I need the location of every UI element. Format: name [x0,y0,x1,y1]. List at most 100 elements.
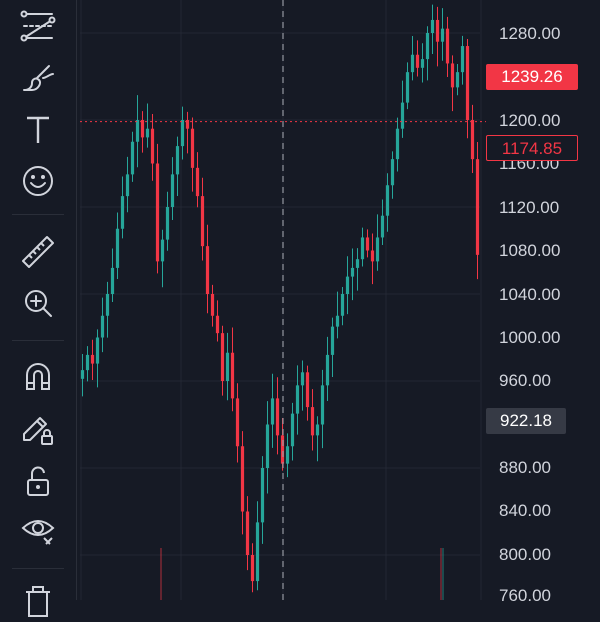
candle-body [140,120,145,138]
candle-body [120,196,125,229]
candle-body [445,28,450,64]
candle-body [405,72,410,103]
candle-body [350,267,355,277]
candle-body [80,370,85,379]
candle-body [385,185,390,216]
candle-body [370,250,375,262]
trash-icon[interactable] [14,582,62,622]
candle-body [425,33,430,60]
candle-body [280,435,285,464]
toolbar-divider [12,214,64,215]
candle-body [100,315,105,338]
candle-body [145,128,150,138]
candle-body [240,446,245,512]
candle-body [475,159,480,255]
candle-body [210,294,215,316]
candle-body [125,174,130,197]
trend-line-tools-icon[interactable] [14,6,62,46]
chart-canvas[interactable] [76,0,600,600]
candle-body [395,128,400,160]
candle-body [190,128,195,168]
drawing-toolbar [0,0,77,617]
price-axis-label: 800.00 [499,545,551,564]
candle-body [340,294,345,316]
candle-body [105,294,110,316]
candle-body [175,146,180,175]
candle-body [440,28,445,42]
candle-body [320,385,325,425]
crosshair-price-badge: 922.18 [486,408,566,434]
magnet-icon[interactable] [14,357,62,397]
candle-body [300,372,305,386]
candle-body [115,228,120,268]
candle-body [260,468,265,523]
candle-body [470,120,475,160]
eye-icon[interactable] [14,510,62,550]
candle-body [85,354,90,371]
candle-body [245,511,250,555]
candle-body [415,54,420,68]
candle-body [400,102,405,129]
candle-body [205,246,210,294]
candle-body [315,424,320,436]
candle-body [380,215,385,238]
candle-body [155,163,160,262]
candle-body [225,352,230,381]
candle-body [450,63,455,88]
candle-body [110,267,115,294]
candle-body [360,237,365,260]
brush-icon[interactable] [14,58,62,98]
candle-body [390,159,395,186]
candle-body [270,398,275,425]
candle-body [335,315,340,327]
candle-body [160,239,165,262]
price-axis-label: 760.00 [499,586,551,605]
lock-drawings-icon[interactable] [14,410,62,450]
price-axis-label: 960.00 [499,371,551,390]
candle-body [250,555,255,582]
candle-body [200,196,205,247]
price-axis-label: 1200.00 [499,111,561,130]
candle-body [275,398,280,436]
candle-body [435,19,440,42]
price-axis-label: 1080.00 [499,241,561,260]
candle-body [180,120,185,147]
emoji-icon[interactable] [14,161,62,201]
candle-body [330,326,335,355]
candle-body [365,237,370,251]
candle-body [130,141,135,175]
price-axis-label: 880.00 [499,458,551,477]
candle-body [345,276,350,294]
candle-body [220,333,225,381]
unlock-icon[interactable] [14,462,62,502]
candle-body [255,522,260,582]
price-axis-label: 1040.00 [499,285,561,304]
candle-body [95,337,100,364]
price-axis-label: 1120.00 [499,198,560,217]
candle-body [215,315,220,334]
candle-body [420,59,425,68]
candle-body [460,46,465,73]
price-axis-label: 1000.00 [499,328,561,347]
text-tool-icon[interactable] [14,110,62,150]
candle-body [265,424,270,468]
candle-body [355,259,360,268]
candle-body [310,407,315,436]
candle-body [410,54,415,73]
price-axis-label: 840.00 [499,501,551,520]
candle-body [455,72,460,88]
candle-body [305,372,310,408]
open-price-badge: 1174.85 [486,135,578,161]
last-price-badge: 1239.26 [486,64,578,90]
candle-body [230,352,235,399]
candle-body [295,385,300,414]
toolbar-divider [12,568,64,569]
candle-body [235,398,240,447]
ruler-icon[interactable] [14,232,62,272]
candle-body [135,120,140,142]
candle-body [165,207,170,240]
price-chart[interactable]: 1280.00 1200.00 1160.00 1120.00 1080.00 … [76,0,600,605]
candle-body [170,174,175,207]
zoom-in-icon[interactable] [14,283,62,323]
candle-body [285,446,290,464]
